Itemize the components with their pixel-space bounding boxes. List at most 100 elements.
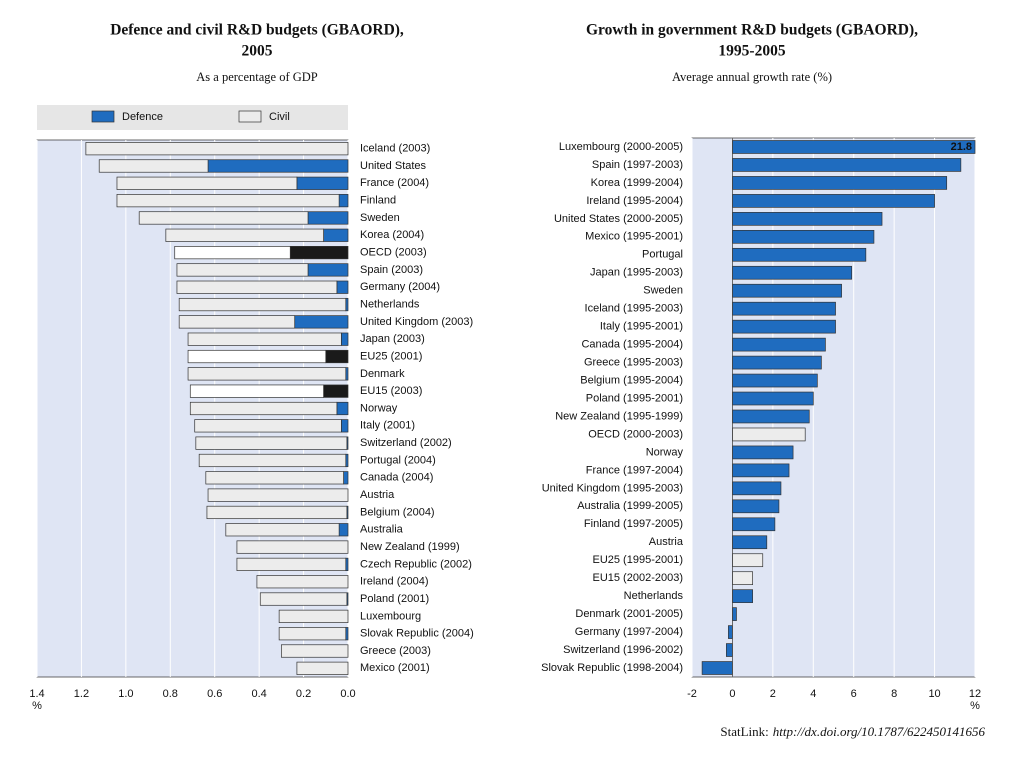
x-tick-label: 0 [729,688,735,700]
bar [732,319,836,334]
category-label: Czech Republic (2002) [360,558,472,570]
bar [116,194,340,208]
category-label: EU25 (1995-2001) [592,554,683,566]
category-label: Sweden [360,212,400,224]
x-tick-label: 1.4 [29,688,44,700]
category-label: Japan (1995-2003) [590,267,683,279]
bar [176,263,309,277]
statlink-label: StatLink: [720,724,768,739]
legend-swatch [238,110,262,123]
bar [732,283,842,298]
x-tick-label: 2 [770,688,776,700]
category-label: Luxembourg (2000-2005) [559,141,683,153]
bar [289,246,349,260]
bar [205,471,344,485]
bar [732,391,814,406]
x-tick-label: 0.8 [163,688,178,700]
category-label: Denmark [360,368,405,380]
bar [236,540,349,554]
category-label: Norway [646,446,684,458]
bar [98,159,209,173]
bar [732,607,737,621]
x-tick-label: 4 [810,688,816,700]
bar [336,280,349,294]
bar [323,384,349,398]
bar [187,332,342,346]
category-label: Korea (2004) [360,229,424,241]
bar [278,609,349,623]
category-label: Finland [360,195,396,207]
bar [187,349,327,364]
category-label: Switzerland (2002) [360,437,452,449]
bar [278,627,347,641]
bar [338,194,349,208]
bar [732,445,794,460]
x-tick-label: 0.6 [207,688,222,700]
bar [189,384,324,398]
bar [307,211,349,225]
bar [732,571,753,586]
category-label: Iceland (1995-2003) [585,303,683,315]
category-label: Austria [649,536,684,548]
bar [138,211,309,225]
bar [732,212,883,226]
bar [732,337,826,352]
category-label: France (2004) [360,177,429,189]
bar [732,301,836,316]
bar [732,517,776,532]
bar [732,589,753,603]
bar [225,523,340,537]
bar [178,297,347,312]
category-label: Slovak Republic (2004) [360,628,474,640]
category-label: Mexico (2001) [360,662,430,674]
bar [207,488,349,502]
bar [187,367,347,381]
category-label: United Kingdom (1995-2003) [542,482,683,494]
x-axis-label: % [970,700,980,712]
category-label: Belgium (1995-2004) [580,374,683,386]
bar [732,158,962,172]
category-label: Canada (1995-2004) [581,339,683,351]
category-label: EU25 (2001) [360,350,422,362]
category-label: Australia [360,524,404,536]
category-label: Japan (2003) [360,333,425,345]
bar [338,523,349,537]
category-label: Belgium (2004) [360,506,435,518]
category-label: Australia (1999-2005) [577,500,683,512]
category-label: Ireland (2004) [360,576,429,588]
category-label: Netherlands [360,298,420,310]
bar [732,229,875,244]
bar [296,661,349,675]
category-label: Italy (1995-2001) [600,321,683,333]
category-label: France (1997-2004) [586,464,683,476]
x-tick-label: 0.0 [340,688,355,700]
bar [732,176,948,190]
category-label: Greece (1995-2003) [584,356,683,368]
bar [195,436,348,450]
category-label: Luxembourg [360,610,421,622]
category-label: Spain (1997-2003) [592,159,683,171]
category-label: OECD (2003) [360,247,427,259]
x-tick-label: 10 [928,688,940,700]
x-tick-label: -2 [687,688,697,700]
category-label: Poland (2001) [360,593,429,605]
bar [732,463,790,478]
category-label: Greece (2003) [360,645,431,657]
category-label: Spain (2003) [360,264,423,276]
category-label: New Zealand (1995-1999) [555,410,683,422]
bar [340,332,349,346]
bar [732,247,867,262]
bar [307,263,349,277]
category-label: EU15 (2002-2003) [592,572,683,584]
bar [701,661,733,675]
category-label: United Kingdom (2003) [360,316,473,328]
category-label: Sweden [643,285,683,297]
bar [178,315,296,329]
bar [732,194,935,208]
bar [198,453,347,468]
bar [336,401,349,416]
bar [189,401,338,416]
x-tick-label: 1.2 [74,688,89,700]
category-label: Switzerland (1996-2002) [563,644,683,656]
